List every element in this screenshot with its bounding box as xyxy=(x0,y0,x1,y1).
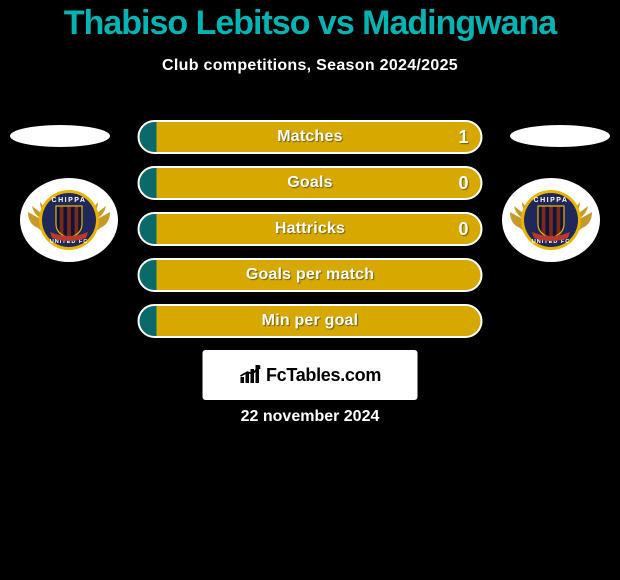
stat-label: Goals xyxy=(287,174,332,192)
player-silhouette-left xyxy=(10,125,110,147)
stat-row: Goals per match xyxy=(138,258,483,292)
stat-row: Goals 0 xyxy=(138,166,483,200)
stat-label: Min per goal xyxy=(262,312,359,330)
stat-value-right: 0 xyxy=(458,219,468,240)
stat-label: Matches xyxy=(277,128,342,146)
subtitle: Club competitions, Season 2024/2025 xyxy=(0,57,620,75)
brand-box: FcTables.com xyxy=(203,350,418,400)
club-crest-icon: CHIPPAUNITED FC xyxy=(26,184,112,256)
stat-row: Hattricks 0 xyxy=(138,212,483,246)
club-badge-left: CHIPPAUNITED FC xyxy=(20,178,118,262)
bar-chart-icon xyxy=(239,363,263,387)
svg-text:CHIPPA: CHIPPA xyxy=(534,197,569,204)
stat-value-right: 1 xyxy=(458,127,468,148)
stat-row: Matches 1 xyxy=(138,120,483,154)
svg-text:CHIPPA: CHIPPA xyxy=(52,197,87,204)
brand-text: FcTables.com xyxy=(266,365,381,386)
player-silhouette-right xyxy=(510,125,610,147)
club-badge-right: CHIPPAUNITED FC xyxy=(502,178,600,262)
stat-label: Goals per match xyxy=(246,266,374,284)
stat-label: Hattricks xyxy=(275,220,345,238)
page-title: Thabiso Lebitso vs Madingwana xyxy=(0,4,620,43)
stats-panel: Matches 1 Goals 0 Hattricks 0 Goals per match M… xyxy=(138,120,483,350)
club-crest-icon: CHIPPAUNITED FC xyxy=(508,184,594,256)
stat-row: Min per goal xyxy=(138,304,483,338)
date-text: 22 november 2024 xyxy=(0,408,620,426)
stat-value-right: 0 xyxy=(458,173,468,194)
